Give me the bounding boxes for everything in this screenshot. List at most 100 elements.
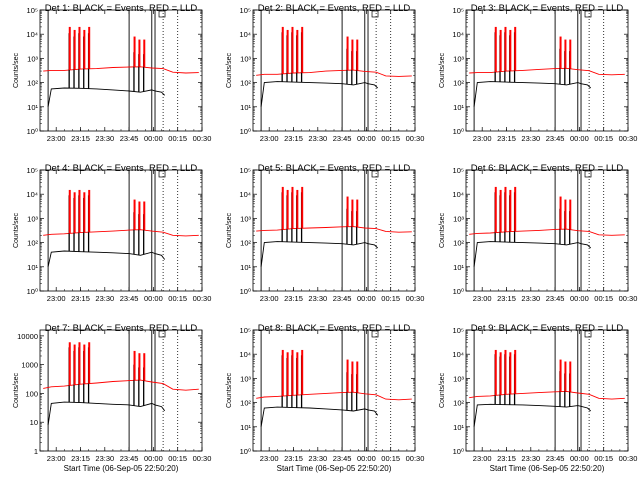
y-tick-label: 10² (27, 239, 38, 248)
y-tick-label: 10¹ (453, 263, 464, 272)
x-tick-label: 23:30 (521, 454, 540, 463)
series-lld-line (256, 226, 412, 233)
flag-box (371, 10, 379, 18)
x-tick-label: 23:15 (71, 454, 90, 463)
y-axis-label: Counts/sec (226, 212, 233, 248)
detector-panel-3: Det 3: BLACK = Events, RED = LLD 10⁰ 10¹ 10… (426, 0, 639, 160)
x-axis-label: Start Time (06-Sep-05 22:50:20) (490, 464, 605, 473)
y-tick-label: 10⁵ (453, 6, 464, 15)
x-tick-label: 00:15 (594, 454, 613, 463)
x-tick-label: 00:15 (168, 294, 187, 303)
y-tick-label: 10⁵ (27, 166, 38, 175)
y-tick-label: 10¹ (27, 103, 38, 112)
x-tick-label: 23:00 (473, 454, 492, 463)
y-tick-label: 10³ (240, 214, 251, 223)
y-tick-label: 10³ (453, 54, 464, 63)
series-events-line (47, 401, 166, 426)
y-tick-label: 10⁴ (26, 190, 38, 199)
y-tick-label: 10¹ (240, 423, 251, 432)
x-tick-label: 23:15 (497, 134, 516, 143)
y-tick-label: 10⁰ (27, 287, 38, 296)
y-tick-label: 10⁰ (240, 127, 251, 136)
x-tick-label: 23:15 (71, 134, 90, 143)
x-tick-label: 23:45 (120, 294, 139, 303)
series-lld-line (469, 390, 625, 400)
panel-title: Det 8: BLACK = Events, RED = LLD (258, 323, 411, 334)
x-axis-label: Start Time (06-Sep-05 22:50:20) (64, 464, 179, 473)
flag-box (158, 170, 166, 178)
y-tick-label: 10² (240, 79, 251, 88)
detector-panel-5: Det 5: BLACK = Events, RED = LLD 10⁰ 10¹ 10… (213, 160, 426, 320)
y-tick-label: 10⁴ (26, 30, 38, 39)
y-tick-label: 10⁴ (452, 350, 464, 359)
count-rate-plot: Det 3: BLACK = Events, RED = LLD 10⁰ 10¹ 10… (439, 3, 637, 143)
x-tick-label: 23:30 (95, 294, 114, 303)
flag-box (371, 330, 379, 338)
series-lld-line (43, 379, 199, 391)
y-tick-label: 10² (240, 239, 251, 248)
x-tick-label: 23:15 (284, 454, 303, 463)
count-rate-plot: Det 9: BLACK = Events, RED = LLD 10⁰ 10¹ 10… (439, 323, 637, 473)
y-tick-label: 10⁵ (240, 6, 251, 15)
y-tick-label: 10⁵ (240, 166, 251, 175)
x-tick-label: 00:15 (168, 454, 187, 463)
count-rate-plot: Det 2: BLACK = Events, RED = LLD 10⁰ 10¹ 10… (226, 3, 424, 143)
y-axis-label: Counts/sec (439, 212, 446, 248)
y-tick-label: 10⁴ (452, 190, 464, 199)
panel-title: Det 7: BLACK = Events, RED = LLD (45, 323, 198, 334)
x-axis-label: Start Time (06-Sep-05 22:50:20) (277, 464, 392, 473)
x-tick-label: 23:30 (308, 294, 327, 303)
x-tick-label: 23:30 (521, 294, 540, 303)
series-events-line (260, 406, 379, 427)
x-tick-label: 00:15 (381, 134, 400, 143)
x-tick-label: 23:45 (333, 134, 352, 143)
x-tick-label: 23:45 (333, 454, 352, 463)
detector-panel-4: Det 4: BLACK = Events, RED = LLD 10⁰ 10¹ 10… (0, 160, 213, 320)
y-tick-label: 10² (27, 79, 38, 88)
series-lld-line (469, 228, 625, 236)
x-tick-label: 23:00 (260, 294, 279, 303)
x-tick-label: 00:30 (406, 294, 425, 303)
x-tick-label: 23:30 (308, 134, 327, 143)
series-events-line (260, 241, 379, 267)
panel-title: Det 6: BLACK = Events, RED = LLD (471, 163, 624, 174)
series-events-line (473, 81, 592, 107)
detector-panel-9: Det 9: BLACK = Events, RED = LLD 10⁰ 10¹ 10… (426, 320, 639, 480)
y-tick-label: 1 (34, 447, 38, 456)
series-lld-line (256, 69, 412, 77)
series-lld-line (469, 67, 625, 76)
y-tick-label: 10⁰ (453, 127, 464, 136)
panel-title: Det 3: BLACK = Events, RED = LLD (471, 3, 624, 14)
y-tick-label: 10⁰ (240, 287, 251, 296)
x-tick-label: 23:45 (546, 134, 565, 143)
y-tick-label: 10⁰ (453, 447, 464, 456)
y-tick-label: 10⁰ (240, 447, 251, 456)
detector-panel-1: Det 1: BLACK = Events, RED = LLD 10⁰ 10¹ 10… (0, 0, 213, 160)
y-tick-label: 10³ (27, 54, 38, 63)
y-tick-label: 10² (240, 399, 251, 408)
y-tick-label: 10³ (27, 214, 38, 223)
series-events-line (47, 87, 166, 107)
y-tick-label: 10 (30, 418, 38, 427)
y-tick-label: 10² (453, 399, 464, 408)
y-axis-label: Counts/sec (439, 372, 446, 408)
x-tick-label: 23:30 (95, 134, 114, 143)
x-tick-label: 00:15 (594, 134, 613, 143)
x-tick-label: 00:00 (144, 454, 163, 463)
x-tick-label: 23:45 (120, 134, 139, 143)
y-tick-label: 10⁵ (453, 326, 464, 335)
y-tick-label: 10⁵ (240, 326, 251, 335)
x-tick-label: 00:15 (594, 294, 613, 303)
flag-box (584, 10, 592, 18)
y-tick-label: 1000 (21, 361, 38, 370)
panel-title: Det 5: BLACK = Events, RED = LLD (258, 163, 411, 174)
x-tick-label: 23:30 (95, 454, 114, 463)
flag-box (158, 330, 166, 338)
x-tick-label: 00:15 (168, 134, 187, 143)
x-tick-label: 00:30 (193, 294, 212, 303)
y-axis-label: Counts/sec (226, 372, 233, 408)
series-events-line (47, 250, 166, 267)
y-tick-label: 10¹ (27, 263, 38, 272)
y-tick-label: 10² (453, 239, 464, 248)
detector-panel-2: Det 2: BLACK = Events, RED = LLD 10⁰ 10¹ 10… (213, 0, 426, 160)
